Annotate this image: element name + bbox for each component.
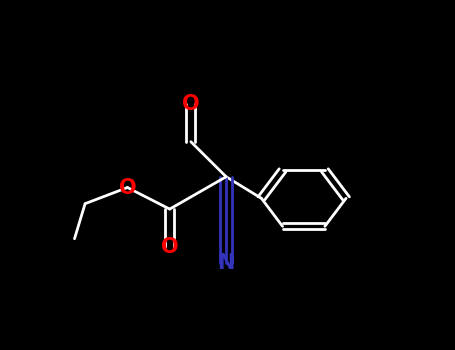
Text: O: O xyxy=(161,237,178,257)
Text: N: N xyxy=(217,253,235,273)
Text: O: O xyxy=(182,94,200,114)
Text: O: O xyxy=(119,177,136,197)
